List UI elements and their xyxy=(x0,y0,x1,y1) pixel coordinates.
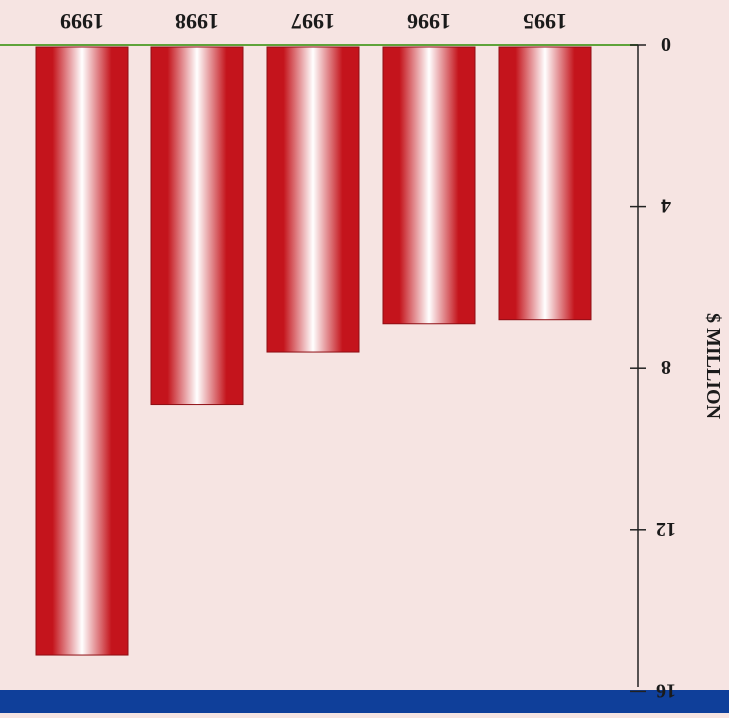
category-label-1999: 1999 xyxy=(60,9,104,34)
y-tick-label-0: 0 xyxy=(661,33,671,55)
y-tick-label-4: 4 xyxy=(661,195,671,217)
bar-1998 xyxy=(150,46,244,406)
category-label-1998: 1998 xyxy=(175,9,219,34)
y-tick-label-8: 8 xyxy=(661,356,671,378)
category-label-1995: 1995 xyxy=(523,9,567,34)
bottom-band xyxy=(0,690,729,713)
y-tick-label-16: 16 xyxy=(656,679,676,701)
bar-1995 xyxy=(498,46,592,321)
bars xyxy=(35,46,592,656)
category-label-1997: 1997 xyxy=(291,9,335,34)
y-axis-label: $ MILLION xyxy=(702,313,724,420)
y-tick-label-12: 12 xyxy=(656,518,676,540)
category-labels: 1995 1996 1997 1998 1999 xyxy=(60,9,567,34)
category-label-1996: 1996 xyxy=(407,9,451,34)
bar-1996 xyxy=(382,46,476,325)
y-ticks: 0 4 8 12 16 xyxy=(630,33,676,701)
bar-1999 xyxy=(35,46,129,656)
bar-1997 xyxy=(266,46,360,353)
